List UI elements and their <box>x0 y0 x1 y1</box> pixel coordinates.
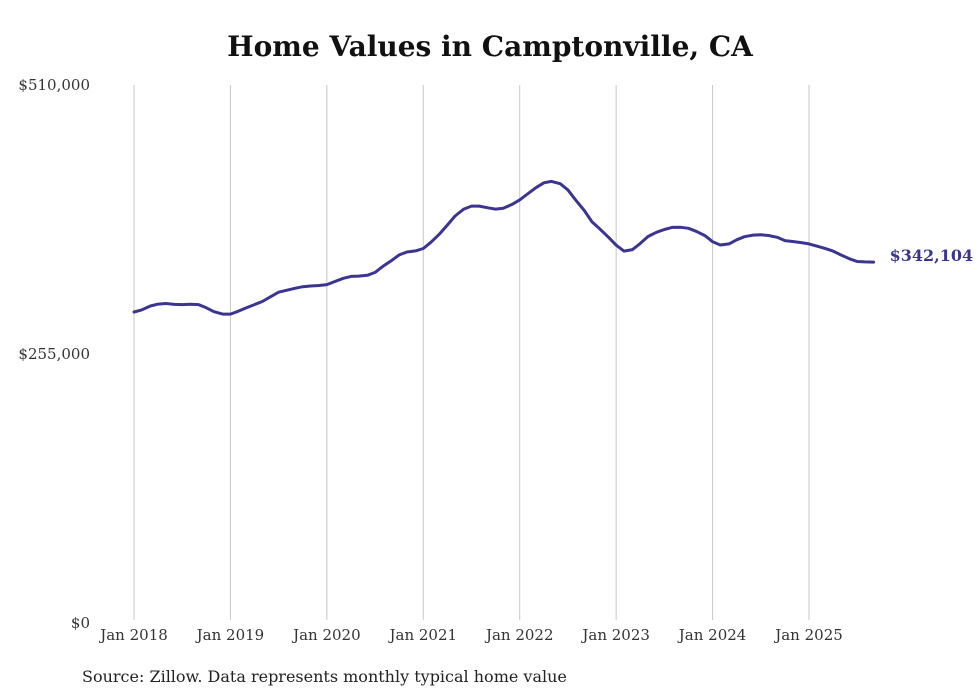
series-line <box>132 179 876 316</box>
x-tick-label: Jan 2023 <box>580 626 650 644</box>
x-tick-label: Jan 2025 <box>773 626 843 644</box>
x-tick-label: Jan 2019 <box>195 626 265 644</box>
x-tick-label: Jan 2020 <box>291 626 361 644</box>
source-note: Source: Zillow. Data represents monthly … <box>82 667 567 686</box>
series-layer: $342,104 <box>132 179 974 316</box>
x-tick-label: Jan 2018 <box>98 626 168 644</box>
x-axis-tick-labels: Jan 2018 Jan 2019 Jan 2020 Jan 2021 Jan 2022… <box>98 626 843 644</box>
y-tick-label: $510,000 <box>18 76 90 94</box>
x-tick-label: Jan 2021 <box>388 626 458 644</box>
y-axis-tick-labels: $510,000 $255,000 $0 <box>18 76 90 632</box>
x-tick-label: Jan 2022 <box>484 626 554 644</box>
y-tick-label: $255,000 <box>18 345 90 363</box>
chart-title: Home Values in Camptonville, CA <box>227 30 753 63</box>
x-tick-label: Jan 2024 <box>677 626 747 644</box>
vertical-gridlines <box>133 85 810 620</box>
series-end-value-label: $342,104 <box>890 246 974 265</box>
y-tick-label: $0 <box>71 614 90 632</box>
